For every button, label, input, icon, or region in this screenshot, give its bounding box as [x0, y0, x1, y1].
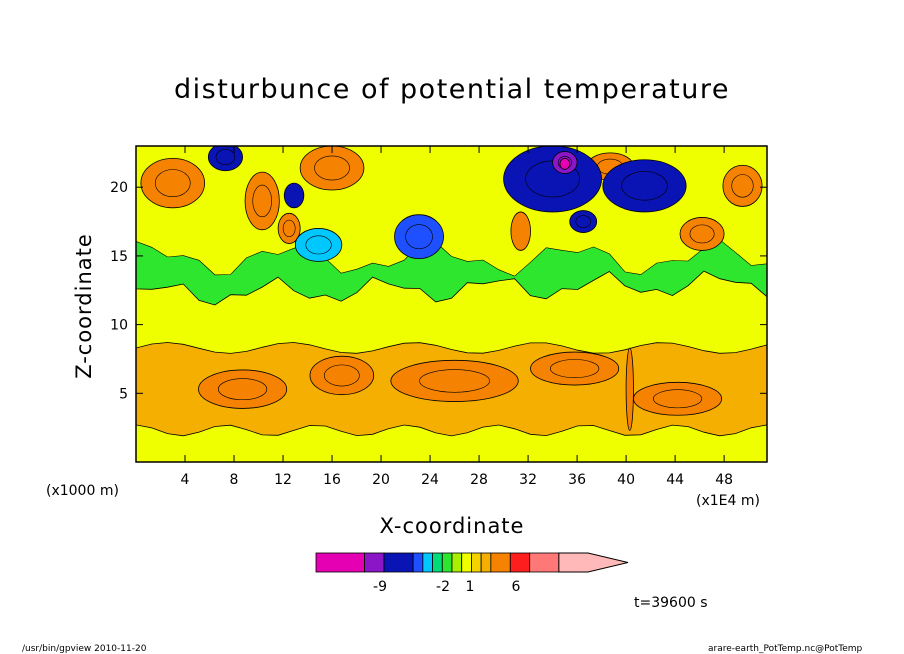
feature-warm-20 — [530, 351, 620, 386]
x-unit-left: (x1000 m) — [46, 483, 119, 499]
feature-cold-14 — [569, 210, 598, 233]
x-tick-label: 4 — [181, 472, 190, 488]
feature-contour-20 — [550, 359, 600, 378]
colorbar-swatch — [422, 552, 433, 573]
x-tick-label: 8 — [230, 472, 239, 488]
feature-cold-13 — [602, 159, 687, 213]
feature-contour-19 — [419, 369, 490, 393]
feature-contour-5 — [689, 224, 715, 244]
x-axis-label: X-coordinate — [379, 514, 525, 538]
feature-cold-12 — [503, 146, 602, 213]
x-tick-label: 32 — [519, 472, 537, 488]
colorbar-swatch — [529, 552, 560, 573]
time-label: t=39600 s — [634, 595, 708, 611]
colorbar-swatch — [480, 552, 492, 573]
x-unit-right: (x1E4 m) — [696, 493, 760, 509]
feature-cold-16 — [559, 157, 571, 170]
feature-warm-19 — [390, 359, 519, 402]
colorbar-swatch — [490, 552, 511, 573]
colorbar-label: -2 — [436, 579, 450, 595]
feature-contour-17 — [218, 378, 268, 401]
feature-warm-18 — [309, 355, 375, 396]
x-tick-label: 28 — [470, 472, 488, 488]
feature-warm-21 — [633, 381, 723, 416]
colorbar-swatch — [432, 552, 443, 573]
colorbar-label: 6 — [512, 579, 521, 595]
feature-cold-11 — [294, 228, 343, 262]
feature-contour-6 — [731, 174, 754, 198]
x-tick-label: 40 — [617, 472, 635, 488]
colorbar-swatch — [364, 552, 385, 573]
x-tick-label: 44 — [666, 472, 684, 488]
feature-contour-2 — [282, 219, 296, 238]
feature-contour-21 — [652, 389, 703, 409]
feature-cold-10 — [394, 214, 444, 260]
feature-warm-22 — [625, 347, 634, 431]
colorbar-label: -9 — [373, 579, 387, 595]
feature-contour-13 — [621, 171, 668, 201]
feature-contour-11 — [305, 235, 332, 255]
feature-contour-0 — [154, 169, 191, 197]
feature-contour-8 — [215, 149, 236, 165]
colorbar-swatch — [461, 552, 472, 573]
x-tick-label: 36 — [568, 472, 586, 488]
x-tick-label: 16 — [323, 472, 341, 488]
feature-warm-3 — [299, 146, 365, 191]
feature-cold-9 — [283, 182, 305, 209]
colorbar-swatch — [451, 552, 463, 573]
feature-warm-1 — [244, 171, 280, 231]
plot-frame — [135, 145, 768, 463]
contour-field — [136, 146, 767, 462]
y-tick-label: 15 — [110, 249, 128, 265]
chart-title: disturbunce of potential temperature — [174, 74, 730, 105]
x-tick-label: 24 — [421, 472, 439, 488]
feature-warm-6 — [722, 164, 763, 207]
feature-contour-14 — [575, 215, 591, 228]
feature-warm-2 — [277, 212, 301, 244]
y-tick-label: 20 — [110, 180, 128, 196]
x-tick-label: 48 — [715, 472, 733, 488]
feature-contour-18 — [324, 364, 360, 387]
colorbar-swatch — [471, 552, 482, 573]
feature-warm-0 — [140, 157, 206, 209]
feature-warm-17 — [198, 369, 288, 409]
feature-cold-8 — [207, 146, 243, 172]
footer-left: /usr/bin/gpview 2010-11-20 — [22, 644, 147, 654]
feature-contour-3 — [314, 155, 350, 181]
y-tick-label: 10 — [110, 318, 128, 334]
colorbar-swatch — [412, 552, 424, 573]
x-tick-label: 20 — [372, 472, 390, 488]
y-tick-label: 5 — [119, 386, 128, 402]
x-tick-label: 12 — [274, 472, 292, 488]
colorbar-swatch — [315, 552, 365, 573]
colorbar-arrow — [558, 552, 629, 573]
colorbar: -9 -2 1 6 — [315, 552, 629, 595]
feature-contour-1 — [252, 184, 272, 218]
colorbar-swatch — [383, 552, 414, 573]
feature-warm-5 — [679, 217, 725, 251]
colorbar-swatch — [509, 552, 531, 573]
footer-right: arare-earth_PotTemp.nc@PotTemp — [708, 644, 863, 654]
colorbar-swatch — [441, 552, 453, 573]
feature-warm-7 — [510, 211, 531, 251]
feature-contour-10 — [405, 224, 433, 250]
colorbar-label: 1 — [466, 579, 475, 595]
